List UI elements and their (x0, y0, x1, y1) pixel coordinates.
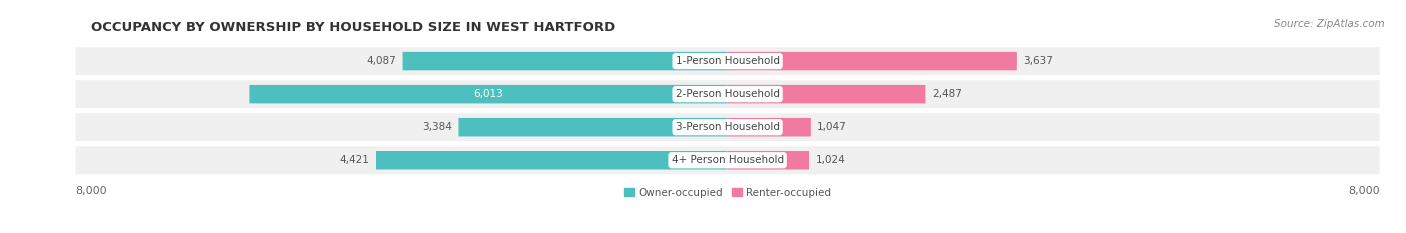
Text: 2-Person Household: 2-Person Household (676, 89, 779, 99)
FancyBboxPatch shape (375, 151, 728, 170)
Text: 4+ Person Household: 4+ Person Household (672, 155, 783, 165)
FancyBboxPatch shape (76, 47, 1379, 75)
Text: 1-Person Household: 1-Person Household (676, 56, 779, 66)
Text: 1,047: 1,047 (817, 122, 846, 132)
FancyBboxPatch shape (727, 151, 808, 170)
Text: OCCUPANCY BY OWNERSHIP BY HOUSEHOLD SIZE IN WEST HARTFORD: OCCUPANCY BY OWNERSHIP BY HOUSEHOLD SIZE… (91, 21, 616, 34)
Text: 3,384: 3,384 (422, 122, 453, 132)
FancyBboxPatch shape (76, 113, 1379, 141)
Text: 3,637: 3,637 (1024, 56, 1053, 66)
FancyBboxPatch shape (76, 146, 1379, 174)
FancyBboxPatch shape (727, 52, 1017, 70)
FancyBboxPatch shape (249, 85, 728, 103)
Legend: Owner-occupied, Renter-occupied: Owner-occupied, Renter-occupied (620, 184, 835, 202)
Text: 3-Person Household: 3-Person Household (676, 122, 779, 132)
FancyBboxPatch shape (402, 52, 728, 70)
FancyBboxPatch shape (458, 118, 728, 137)
Text: 6,013: 6,013 (474, 89, 503, 99)
Text: 4,421: 4,421 (340, 155, 370, 165)
FancyBboxPatch shape (727, 85, 925, 103)
FancyBboxPatch shape (76, 80, 1379, 108)
Text: 2,487: 2,487 (932, 89, 962, 99)
Text: 4,087: 4,087 (367, 56, 396, 66)
FancyBboxPatch shape (727, 118, 811, 137)
Text: 1,024: 1,024 (815, 155, 845, 165)
Text: Source: ZipAtlas.com: Source: ZipAtlas.com (1274, 19, 1385, 29)
